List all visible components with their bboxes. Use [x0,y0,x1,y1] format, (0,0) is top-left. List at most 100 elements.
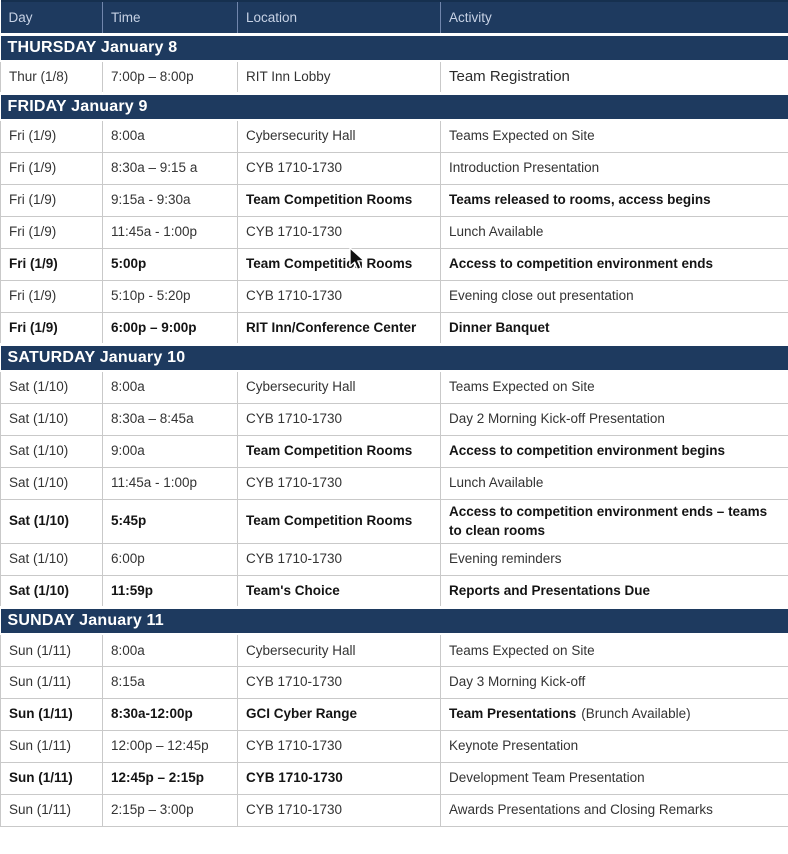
cell-location: CYB 1710-1730 [237,665,441,699]
column-header-location: Location [237,0,441,36]
activity-text: Keynote Presentation [449,738,579,754]
cell-time: 11:45a - 1:00p [102,215,238,249]
column-header-day: Day [0,0,103,36]
table-row: Sat (1/10) 6:00p CYB 1710-1730 Evening remi… [0,542,788,576]
cell-day: Fri (1/9) [0,247,103,281]
activity-suffix-text: (Brunch Available) [581,706,691,722]
cell-day: Sat (1/10) [0,434,103,468]
cell-time: 2:15p – 3:00p [102,793,238,827]
table-row: Sat (1/10) 9:00a Team Competition Rooms Acc… [0,434,788,468]
cell-activity: Teams Expected on Site [440,370,788,404]
cell-day: Sun (1/11) [0,729,103,763]
cell-day: Sun (1/11) [0,633,103,667]
cell-time: 9:00a [102,434,238,468]
cell-activity: Reports and Presentations Due [440,574,788,608]
cell-time: 11:59p [102,574,238,608]
table-row: Sat (1/10) 11:45a - 1:00p CYB 1710-1730 Lun… [0,466,788,500]
cell-location: Cybersecurity Hall [237,633,441,667]
table-row: Sun (1/11) 8:30a-12:00p GCI Cyber Range Tea… [0,697,788,731]
cell-time: 11:45a - 1:00p [102,466,238,500]
cell-location: CYB 1710-1730 [237,151,441,185]
cell-location: CYB 1710-1730 [237,466,441,500]
activity-text: Team Presentations [449,706,577,722]
activity-text: Teams released to rooms, access begins [449,192,711,208]
section-header-row: THURSDAY January 8 [0,32,788,62]
section-header-row: FRIDAY January 9 [0,91,788,121]
cell-time: 6:00p – 9:00p [102,311,238,345]
table-row: Fri (1/9) 6:00p – 9:00p RIT Inn/Conference… [0,311,788,345]
cell-activity: Teams Expected on Site [440,119,788,153]
activity-text: Development Team Presentation [449,770,645,786]
activity-text: Day 2 Morning Kick-off Presentation [449,411,665,427]
activity-text: Introduction Presentation [449,160,600,176]
table-row: Sat (1/10) 8:00a Cybersecurity Hall Teams E… [0,370,788,404]
cell-location: CYB 1710-1730 [237,729,441,763]
cell-time: 8:30a – 9:15 a [102,151,238,185]
table-row: Sat (1/10) 8:30a – 8:45a CYB 1710-1730 Day … [0,402,788,436]
activity-text: Access to competition environment begins [449,443,726,459]
section-header-title: SATURDAY January 10 [0,342,788,372]
cell-location: Cybersecurity Hall [237,370,441,404]
cell-location: Team Competition Rooms [237,247,441,281]
cell-day: Sun (1/11) [0,697,103,731]
table-row: Thur (1/8) 7:00p – 8:00p RIT Inn Lobby Team… [0,60,788,94]
cell-activity: Access to competition environment ends –… [440,498,788,544]
cell-day: Fri (1/9) [0,279,103,313]
cell-activity: Evening close out presentation [440,279,788,313]
activity-text: Evening reminders [449,551,562,567]
cell-location: GCI Cyber Range [237,697,441,731]
activity-text: Day 3 Morning Kick-off [449,674,586,690]
cell-activity: Access to competition environment ends [440,247,788,281]
cell-location: Team Competition Rooms [237,498,441,544]
cell-day: Fri (1/9) [0,215,103,249]
activity-text: Dinner Banquet [449,319,550,335]
section-header-row: SUNDAY January 11 [0,605,788,636]
activity-text: Teams Expected on Site [449,642,595,658]
cell-activity: Keynote Presentation [440,729,788,763]
cell-location: CYB 1710-1730 [237,215,441,249]
cell-activity: Lunch Available [440,215,788,249]
cell-time: 5:00p [102,247,238,281]
table-row: Sun (1/11) 8:00a Cybersecurity Hall Teams E… [0,633,788,667]
activity-text: Awards Presentations and Closing Remarks [449,802,713,818]
cell-day: Fri (1/9) [0,183,103,217]
cell-location: Cybersecurity Hall [237,119,441,153]
activity-text: Teams Expected on Site [449,128,595,144]
cell-time: 5:10p - 5:20p [102,279,238,313]
cell-time: 8:00a [102,633,238,667]
cell-location: Team's Choice [237,574,441,608]
cell-time: 8:30a-12:00p [102,697,238,731]
cell-location: CYB 1710-1730 [237,761,441,795]
cell-time: 12:00p – 12:45p [102,729,238,763]
cell-location: CYB 1710-1730 [237,279,441,313]
cell-location: Team Competition Rooms [237,183,441,217]
table-row: Sat (1/10) 5:45p Team Competition Rooms Acc… [0,498,788,544]
column-header-time: Time [102,0,238,36]
activity-text: Team Registration [449,67,570,85]
activity-text: Access to competition environment ends –… [449,503,768,539]
cell-day: Sun (1/11) [0,761,103,795]
cell-location: RIT Inn/Conference Center [237,311,441,345]
section-header-title: THURSDAY January 8 [0,32,788,62]
section-header-title: SUNDAY January 11 [0,605,788,636]
cell-location: Team Competition Rooms [237,434,441,468]
table-row: Fri (1/9) 11:45a - 1:00p CYB 1710-1730 Lunc… [0,215,788,249]
section-header-row: SATURDAY January 10 [0,342,788,372]
cell-activity: Day 2 Morning Kick-off Presentation [440,402,788,436]
cell-day: Sat (1/10) [0,370,103,404]
cell-day: Sat (1/10) [0,542,103,576]
activity-text: Access to competition environment ends [449,256,714,272]
cell-day: Fri (1/9) [0,311,103,345]
cell-time: 7:00p – 8:00p [102,60,238,94]
cell-activity: Development Team Presentation [440,761,788,795]
cell-day: Sat (1/10) [0,574,103,608]
cell-location: CYB 1710-1730 [237,542,441,576]
cell-activity: Awards Presentations and Closing Remarks [440,793,788,827]
cell-activity: Introduction Presentation [440,151,788,185]
cell-time: 12:45p – 2:15p [102,761,238,795]
cell-activity: Access to competition environment begins [440,434,788,468]
cell-location: CYB 1710-1730 [237,793,441,827]
section-header-title: FRIDAY January 9 [0,91,788,121]
cell-day: Thur (1/8) [0,60,103,94]
activity-text: Evening close out presentation [449,288,634,304]
